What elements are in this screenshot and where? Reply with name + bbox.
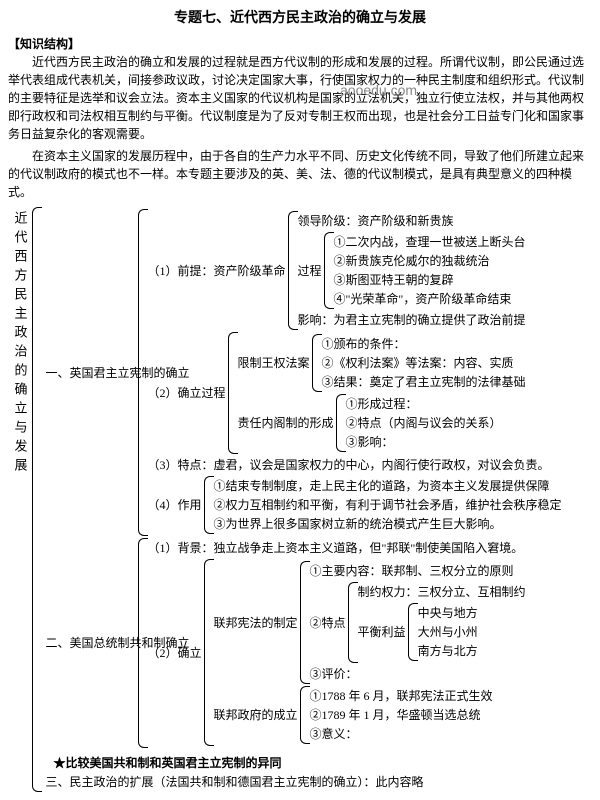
uk-4-2: ②权力互相制约和平衡，有利于调节社会矛盾，维护社会秩序稳定 (214, 496, 592, 514)
us-2b-2: ②1789 年 1 月，华盛顿当选总统 (310, 706, 592, 724)
uk-1-lead: 领导阶级：资产阶级和新贵族 (298, 212, 592, 230)
uk-4-label: （4）作用 (148, 476, 204, 534)
us-title: 二、美国总统制共和制确立 (46, 538, 138, 748)
uk-2a-1: ①颁布的条件： (322, 335, 592, 353)
uk-1-proc-1: ①二次内战，查理一世被送上断头台 (334, 233, 592, 251)
main-vertical-label: 近代西方民主政治的确立与发展 (8, 207, 32, 792)
paragraph-2: 在资本主义国家的发展历程中，由于各自的生产力水平不同、历史文化传统不同，导致了他… (8, 147, 592, 201)
us-2a-2b-3: 南方与北方 (418, 642, 592, 660)
uk-1-proc-3: ③斯图亚特王朝的复辟 (334, 271, 592, 289)
paragraph-1: 近代西方民主政治的确立和发展的过程就是西方代议制的形成和发展的过程。所谓代议制，… (8, 53, 592, 143)
us-2a-2b-1: 中央与地方 (418, 604, 592, 622)
us-2b-3: ③意义： (310, 725, 592, 743)
outline-tree: 近代西方民主政治的确立与发展 一、英国君主立宪制的确立 （1）前提：资产阶级革命… (8, 207, 592, 792)
us-2a-2b-label: 平衡利益 (358, 603, 408, 661)
us-2a-2b-2: 大州与小州 (418, 623, 592, 641)
uk-4-3: ③为世界上很多国家树立新的统治模式产生巨大影响。 (214, 515, 592, 533)
section-three: 三、民主政治的扩展（法国共和制和德国君主立宪制的确立）：此内容略 (46, 773, 593, 791)
uk-1-label: （1）前提：资产阶级革命 (148, 211, 288, 330)
uk-2b-3: ③影响： (346, 433, 592, 451)
page-title: 专题七、近代西方民主政治的确立与发展 (8, 8, 592, 29)
us-2a-3: ③评价： (310, 665, 592, 683)
us-2a-2a: 制约权力：三权分立、互相制约 (358, 583, 592, 601)
uk-2b-2: ②特点（内阁与议会的关系） (346, 414, 592, 432)
us-2b-label: 联邦政府的成立 (214, 686, 300, 744)
uk-2a-2: ②《权利法案》等法案：内容、实质 (322, 354, 592, 372)
uk-2b-label: 责任内阁制的形成 (238, 394, 336, 452)
uk-2a-label: 限制王权法案 (238, 334, 312, 392)
us-section: 二、美国总统制共和制确立 （1）背景：独立战争走上资本主义道路，但"邦联"制使美… (46, 538, 593, 748)
us-2-label: （2）确立 (148, 559, 204, 746)
us-2b-1: ①1788 年 6 月，联邦宪法正式生效 (310, 687, 592, 705)
uk-1-proc-4: ④"光荣革命"，资产阶级革命结束 (334, 290, 592, 308)
uk-1-proc-2: ②新贵族克伦威尔的独裁统治 (334, 252, 592, 270)
uk-1-proc-label: 过程 (298, 232, 324, 309)
uk-3: （3）特点：虚君，议会是国家权力的中心，内阁行使行政权，对议会负责。 (148, 456, 593, 474)
section-head: 【知识结构】 (8, 35, 592, 53)
uk-section: 一、英国君主立宪制的确立 （1）前提：资产阶级革命 领导阶级：资产阶级和新贵族 … (46, 209, 593, 536)
star-compare: ★比较美国共和制和英国君主立宪制的异同 (54, 754, 593, 772)
uk-2a-3: ③结果：奠定了君主立宪制的法律基础 (322, 373, 592, 391)
uk-2b-1: ①形成过程： (346, 395, 592, 413)
uk-1-effect: 影响：为君主立宪制的确立提供了政治前提 (298, 311, 592, 329)
uk-2-label: （2）确立过程 (148, 332, 228, 454)
us-2a-1: ①主要内容：联邦制、三权分立的原则 (310, 562, 592, 580)
uk-4-1: ①结束专制制度，走上民主化的道路，为资本主义发展提供保障 (214, 477, 592, 495)
uk-title: 一、英国君主立宪制的确立 (46, 209, 138, 536)
us-1: （1）背景：独立战争走上资本主义道路，但"邦联"制使美国陷入窘境。 (148, 539, 593, 557)
